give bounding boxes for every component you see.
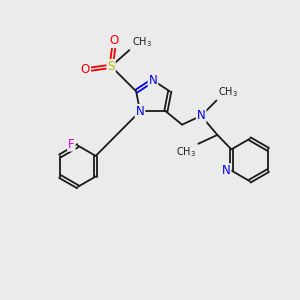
- Text: N: N: [148, 74, 157, 87]
- Text: N: N: [197, 109, 206, 122]
- Text: N: N: [136, 105, 144, 118]
- Text: CH$_3$: CH$_3$: [132, 35, 152, 49]
- Text: O: O: [81, 63, 90, 76]
- Text: N: N: [222, 164, 230, 177]
- Text: O: O: [110, 34, 119, 47]
- Text: CH$_3$: CH$_3$: [176, 145, 196, 159]
- Text: CH$_3$: CH$_3$: [218, 85, 238, 99]
- Text: F: F: [68, 138, 75, 151]
- Text: S: S: [107, 60, 115, 73]
